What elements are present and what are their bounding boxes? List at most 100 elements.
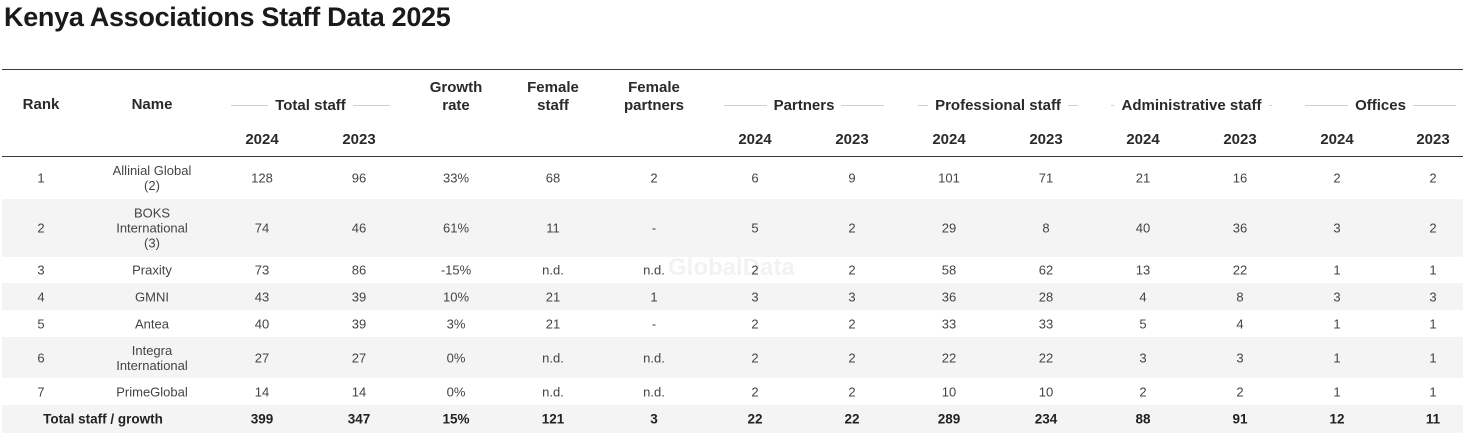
cell-offices-2023: 1 [1429,384,1437,399]
cell-offices-2024: 3 [1333,289,1341,304]
cell-partners-2024: 2 [751,350,759,365]
cell-female-partners: 2 [650,170,658,186]
cell-admin-2024: 40 [1135,220,1151,236]
cell-female-staff: n.d. [542,384,564,399]
cell-partners-2024: 6 [751,170,759,186]
header-year-2023: 2023 [1416,131,1450,148]
cell-growth: 61% [442,220,470,236]
cell-growth: 0% [446,384,466,399]
total-cell-female-partners: 3 [650,411,658,427]
cell-name: PrimeGlobal [116,384,188,399]
cell-total-2023: 39 [351,289,367,304]
header-year-2023: 2023 [1029,131,1063,148]
cell-partners-2024: 3 [751,289,759,304]
group-rule-right [841,104,884,106]
cell-growth: 33% [442,170,470,186]
group-label: Partners [773,96,835,114]
cell-name: Praxity [132,262,172,278]
cell-total-2024: 27 [254,350,270,365]
cell-female-staff: 11 [546,220,560,236]
header-bottom-rule [2,156,1463,157]
total-cell-total-2023: 347 [347,411,371,427]
total-cell-prof-2024: 289 [937,411,961,427]
table-row: 4 GMNI 43 39 10% 21 1 3 3 36 28 4 8 3 3 [2,283,1463,310]
total-cell-partners-2024: 22 [747,411,763,427]
cell-total-2024: 73 [254,262,270,278]
cell-admin-2023: 16 [1232,170,1248,186]
group-rule-right [1067,104,1078,106]
cell-total-2023: 46 [351,220,367,236]
header-name: Name [131,96,173,113]
cell-total-2023: 14 [351,384,367,399]
page-title: Kenya Associations Staff Data 2025 [4,2,451,32]
table-row: 7 PrimeGlobal 14 14 0% n.d. n.d. 2 2 10 10 2 2 1 1 [2,378,1463,405]
cell-partners-2023: 2 [848,220,856,236]
header-year-2024: 2024 [245,131,279,148]
cell-name: BOKS International (3) [116,205,188,251]
total-cell-total-2024: 399 [250,411,274,427]
group-label: Administrative staff [1121,96,1262,114]
cell-prof-2023: 71 [1038,170,1054,186]
cell-admin-2024: 5 [1139,316,1147,331]
header-group-professional-staff: Professional staff [918,96,1078,114]
cell-offices-2024: 1 [1333,350,1341,365]
cell-female-partners: - [651,220,657,236]
cell-total-2023: 39 [351,316,367,331]
header-year-2024: 2024 [932,131,966,148]
cell-female-partners: - [651,316,657,331]
header-female-partners: Female partners [623,79,685,114]
cell-offices-2024: 2 [1333,170,1341,186]
cell-partners-2024: 2 [751,262,759,278]
header-year-2023: 2023 [835,131,869,148]
cell-prof-2023: 62 [1038,262,1054,278]
total-cell-admin-2023: 91 [1232,411,1248,427]
cell-prof-2024: 58 [941,262,957,278]
cell-offices-2023: 1 [1429,316,1437,331]
group-rule-left [1111,104,1115,106]
header-female-staff: Female staff [527,79,579,114]
header-growth-rate: Growth rate [429,79,483,114]
cell-offices-2023: 2 [1429,220,1437,236]
group-rule-left [724,104,767,106]
cell-rank: 2 [37,220,45,236]
cell-prof-2024: 10 [941,384,957,399]
cell-rank: 7 [37,384,45,399]
group-label: Professional staff [935,96,1061,114]
cell-partners-2023: 9 [848,170,856,186]
header-rank: Rank [22,96,60,113]
cell-partners-2023: 2 [848,262,856,278]
cell-name: Integra International [116,342,188,373]
group-rule-right [352,104,390,106]
cell-prof-2023: 28 [1038,289,1054,304]
cell-partners-2024: 5 [751,220,759,236]
cell-prof-2023: 22 [1038,350,1054,365]
header-year-2024: 2024 [1320,131,1354,148]
cell-offices-2024: 1 [1333,262,1341,278]
cell-offices-2024: 3 [1333,220,1341,236]
cell-partners-2024: 2 [751,316,759,331]
group-rule-right [1268,104,1273,106]
cell-prof-2024: 22 [941,350,957,365]
table-row: 5 Antea 40 39 3% 21 - 2 2 33 33 5 4 1 1 [2,310,1463,337]
cell-female-staff: n.d. [542,262,564,278]
total-cell-female-staff: 121 [541,411,565,427]
cell-admin-2024: 21 [1135,170,1151,186]
table-row: 3 Praxity 73 86 -15% n.d. n.d. 2 2 58 62 13 22 1 1 [2,257,1463,283]
cell-admin-2024: 4 [1139,289,1147,304]
total-cell-prof-2023: 234 [1034,411,1058,427]
header-group-total-staff: Total staff [231,96,390,114]
header-year-2024: 2024 [1126,131,1160,148]
cell-prof-2024: 101 [938,170,960,186]
cell-rank: 1 [37,170,45,186]
cell-offices-2023: 1 [1429,350,1437,365]
cell-female-staff: 21 [545,289,561,304]
total-cell-partners-2023: 22 [844,411,860,427]
header-year-2023: 2023 [342,131,376,148]
header-group-offices: Offices [1305,96,1457,114]
cell-prof-2023: 8 [1042,220,1050,236]
total-cell-offices-2023: 11 [1425,411,1441,427]
header-year-2023: 2023 [1223,131,1257,148]
cell-female-partners: 1 [650,289,658,304]
cell-admin-2023: 2 [1236,384,1244,399]
cell-offices-2023: 1 [1429,262,1437,278]
